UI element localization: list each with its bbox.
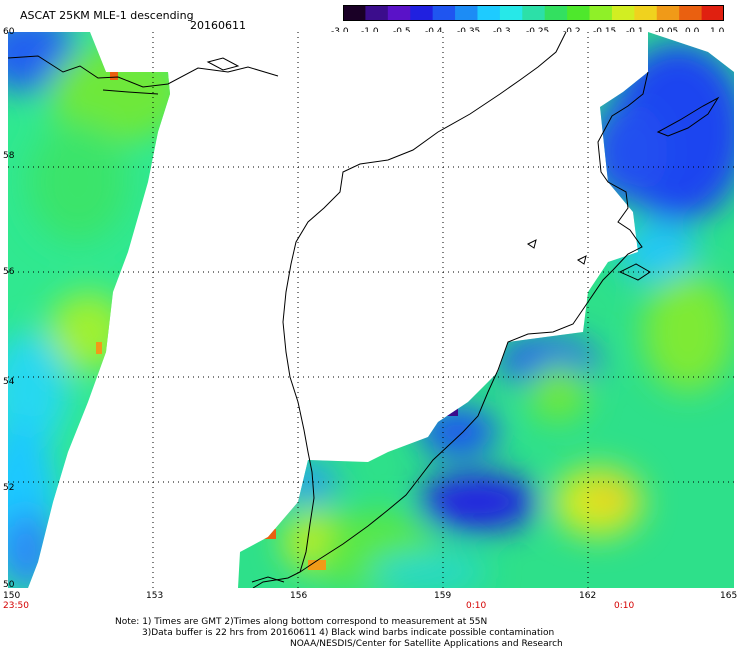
colorbar-segment bbox=[701, 5, 724, 21]
x-tick-label: 150 bbox=[3, 591, 21, 601]
colorbar-segment bbox=[455, 5, 479, 21]
y-tick-label: 54 bbox=[3, 377, 15, 387]
colorbar-segment bbox=[522, 5, 546, 21]
note-line-2: 3)Data buffer is 22 hrs from 20160611 4)… bbox=[142, 628, 555, 638]
colorbar-segment bbox=[634, 5, 658, 21]
colorbar-border bbox=[343, 5, 724, 21]
time-label: 0:10 bbox=[466, 601, 487, 611]
y-tick-label: 52 bbox=[3, 483, 15, 493]
product-date: 20160611 bbox=[190, 19, 246, 32]
wind-map bbox=[8, 32, 734, 588]
colorbar bbox=[343, 5, 724, 21]
x-tick-label: 165 bbox=[720, 591, 738, 601]
x-tick-label: 159 bbox=[434, 591, 452, 601]
colorbar-segment bbox=[410, 5, 434, 21]
note-line-1: Note: 1) Times are GMT 2)Times along bot… bbox=[115, 617, 488, 627]
x-tick-label: 153 bbox=[146, 591, 164, 601]
colorbar-segment bbox=[432, 5, 456, 21]
note-line-3: NOAA/NESDIS/Center for Satellite Applica… bbox=[290, 639, 563, 649]
y-tick-label: 60 bbox=[3, 27, 15, 37]
colorbar-segment bbox=[567, 5, 591, 21]
time-label: 0:10 bbox=[614, 601, 635, 611]
y-tick-label: 58 bbox=[3, 151, 15, 161]
colorbar-segment bbox=[611, 5, 635, 21]
colorbar-segment bbox=[499, 5, 523, 21]
colorbar-segment bbox=[477, 5, 501, 21]
colorbar-segment bbox=[343, 5, 367, 21]
colorbar-segment bbox=[589, 5, 613, 21]
y-tick-label: 56 bbox=[3, 267, 15, 277]
coastline bbox=[8, 32, 720, 588]
y-tick-label: 50 bbox=[3, 580, 15, 590]
colorbar-segment bbox=[656, 5, 680, 21]
x-tick-label: 162 bbox=[579, 591, 597, 601]
colorbar-segment bbox=[544, 5, 568, 21]
colorbar-segment bbox=[679, 5, 703, 21]
product-title: ASCAT 25KM MLE-1 descending bbox=[20, 9, 194, 22]
graticule bbox=[8, 32, 734, 588]
colorbar-segment bbox=[387, 5, 411, 21]
colorbar-segment bbox=[365, 5, 389, 21]
x-tick-label: 156 bbox=[290, 591, 308, 601]
time-label: 23:50 bbox=[3, 601, 29, 611]
